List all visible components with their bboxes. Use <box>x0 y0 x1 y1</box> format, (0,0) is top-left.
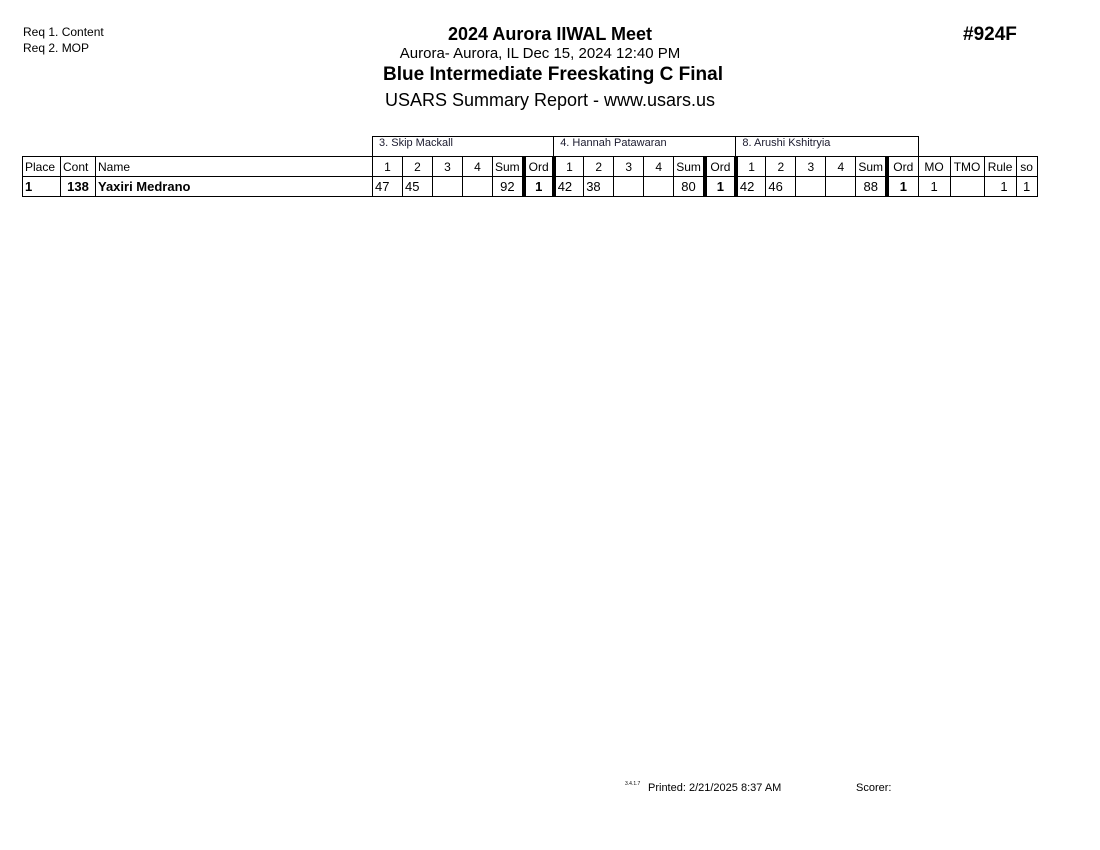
col-judge1-ord: Ord <box>521 156 555 177</box>
cont: 138 <box>60 176 96 197</box>
col-judge2-1: 1 <box>551 156 585 177</box>
event-code: #924F <box>963 24 1017 45</box>
col-judge1-4: 4 <box>462 156 493 177</box>
judge3-ord: 1 <box>885 176 919 197</box>
col-cont: Cont <box>60 156 96 177</box>
requirement-1: Req 1. Content <box>23 25 104 39</box>
col-so: so <box>1015 156 1038 177</box>
col-judge3-4: 4 <box>825 156 857 177</box>
judge2-2: 38 <box>583 176 615 197</box>
results-table: 3. Skip Mackall 4. Hannah Patawaran 8. A… <box>22 136 1038 197</box>
report-title: USARS Summary Report - www.usars.us <box>384 90 716 110</box>
tmo <box>949 176 985 197</box>
judge1-2: 45 <box>402 176 433 197</box>
mo: 1 <box>917 176 951 197</box>
judge3-2: 46 <box>765 176 797 197</box>
meet-title: 2024 Aurora IIWAL Meet <box>447 24 653 44</box>
judge1-3 <box>432 176 463 197</box>
printed-date: Printed: 2/21/2025 8:37 AM <box>648 782 782 794</box>
judge3-3 <box>795 176 827 197</box>
scorer-label: Scorer: <box>856 782 892 794</box>
col-judge3-ord: Ord <box>885 156 919 177</box>
col-judge2-ord: Ord <box>702 156 737 177</box>
judge2-sum: 80 <box>673 176 706 197</box>
requirement-2: Req 2. MOP <box>23 41 90 55</box>
col-judge2-3: 3 <box>613 156 645 177</box>
col-judge3-1: 1 <box>733 156 767 177</box>
judge1-1: 47 <box>372 176 403 197</box>
col-judge3-3: 3 <box>795 156 827 177</box>
judge2-ord: 1 <box>702 176 737 197</box>
judge-name: 4. Hannah Patawaran <box>553 136 737 157</box>
judge2-3 <box>613 176 645 197</box>
judge3-4 <box>825 176 857 197</box>
place: 1 <box>22 176 61 197</box>
judge2-4 <box>643 176 675 197</box>
judge1-ord: 1 <box>521 176 555 197</box>
col-judge3-2: 2 <box>765 156 797 177</box>
col-name: Name <box>95 156 373 177</box>
event-title: Blue Intermediate Freeskating C Final <box>383 64 723 85</box>
col-judge1-sum: Sum <box>491 156 525 177</box>
col-judge2-sum: Sum <box>673 156 706 177</box>
col-judge3-sum: Sum <box>855 156 888 177</box>
col-judge2-4: 4 <box>643 156 675 177</box>
col-mo: MO <box>917 156 951 177</box>
judge-row: 3. Skip Mackall 4. Hannah Patawaran 8. A… <box>23 136 1038 157</box>
col-judge2-2: 2 <box>583 156 615 177</box>
col-tmo: TMO <box>949 156 985 177</box>
judge1-sum: 92 <box>491 176 525 197</box>
location-date: Aurora- Aurora, IL Dec 15, 2024 12:40 PM <box>399 45 681 62</box>
col-judge1-2: 2 <box>402 156 433 177</box>
judge-name: 3. Skip Mackall <box>371 136 555 157</box>
col-judge1-3: 3 <box>432 156 463 177</box>
table-row: 1 138 Yaxiri Medrano 47 45 92 1 42 38 80 1 42 46 8… <box>22 176 1038 197</box>
version: 3.4.1.7 <box>625 781 641 787</box>
col-rule: Rule <box>983 156 1017 177</box>
judge3-1: 42 <box>733 176 767 197</box>
skater-name: Yaxiri Medrano <box>95 176 373 197</box>
so: 1 <box>1015 176 1038 197</box>
header-row: Place Cont Name 1 2 3 4 Sum Ord 1 2 3 4 Sum Ord 1 2 3 4… <box>22 156 1038 177</box>
judge3-sum: 88 <box>855 176 888 197</box>
judge2-1: 42 <box>551 176 585 197</box>
col-place: Place <box>22 156 61 177</box>
judge1-4 <box>462 176 493 197</box>
col-judge1-1: 1 <box>372 156 403 177</box>
rule: 1 <box>983 176 1017 197</box>
judge-name: 8. Arushi Kshitryia <box>735 136 919 157</box>
